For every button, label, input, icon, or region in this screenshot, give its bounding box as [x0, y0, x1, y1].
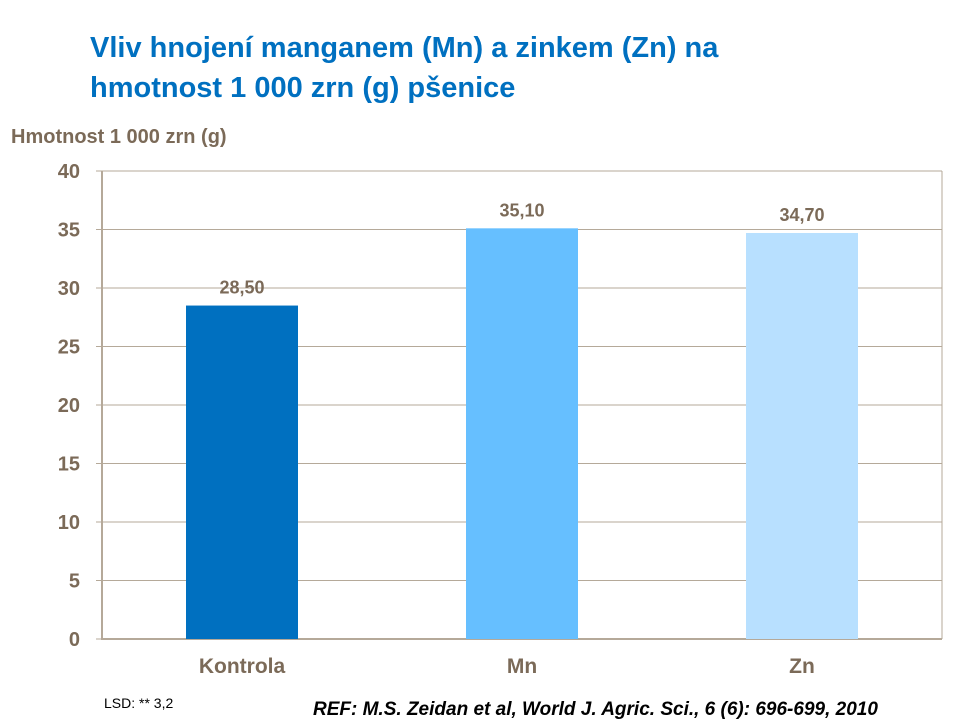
y-tick-label: 25 [58, 337, 80, 359]
bar-kontrola [186, 305, 298, 639]
x-tick-label: Zn [789, 655, 815, 678]
data-label: 35,10 [499, 200, 544, 220]
bar-mn [466, 228, 578, 639]
y-axis-label: Hmotnost 1 000 zrn (g) [11, 126, 227, 148]
y-tick-label: 15 [58, 454, 80, 476]
title-line-1: Vliv hnojení manganem (Mn) a zinkem (Zn)… [90, 32, 719, 64]
y-tick-label: 5 [69, 571, 80, 593]
x-tick-label: Mn [507, 655, 537, 678]
data-label: 28,50 [219, 278, 264, 298]
lsd-note: LSD: ** 3,2 [104, 695, 174, 711]
data-label: 34,70 [779, 205, 824, 225]
title-line-2: hmotnost 1 000 zrn (g) pšenice [90, 72, 516, 104]
y-tick-label: 0 [69, 629, 80, 651]
y-tick-label: 10 [58, 512, 80, 534]
x-tick-label: Kontrola [199, 655, 286, 678]
reference: REF: M.S. Zeidan et al, World J. Agric. … [313, 699, 878, 720]
y-tick-label: 20 [58, 395, 80, 417]
bar-zn [746, 233, 858, 639]
y-tick-label: 35 [58, 220, 80, 242]
y-tick-label: 40 [58, 161, 80, 183]
chart-title: Vliv hnojení manganem (Mn) a zinkem (Zn)… [90, 28, 910, 108]
y-tick-label: 30 [58, 278, 80, 300]
